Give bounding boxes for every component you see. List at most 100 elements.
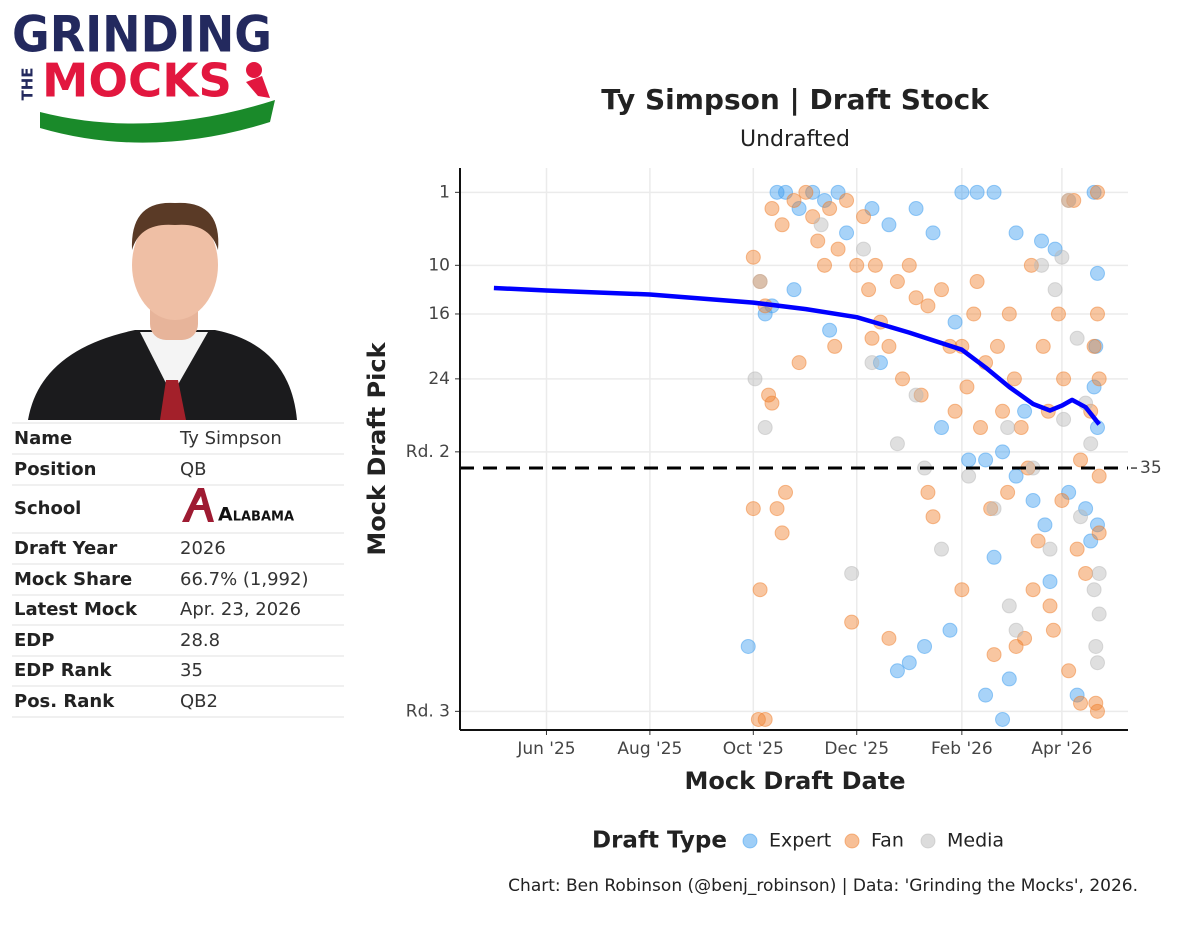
point — [901, 655, 917, 671]
point — [769, 501, 785, 517]
point — [920, 298, 936, 314]
point — [1001, 671, 1017, 687]
legend-title: Draft Type — [592, 828, 727, 854]
point — [1025, 492, 1041, 508]
point — [817, 192, 833, 208]
point — [778, 484, 794, 500]
point — [1008, 468, 1024, 484]
point — [798, 184, 814, 200]
series — [747, 192, 1107, 671]
point — [1037, 517, 1053, 533]
point — [954, 184, 970, 200]
point — [986, 647, 1002, 663]
point — [1054, 249, 1070, 265]
point — [1089, 306, 1105, 322]
point — [995, 444, 1011, 460]
point — [1091, 565, 1107, 581]
legend-swatch — [920, 833, 936, 849]
point — [817, 257, 833, 273]
point — [961, 468, 977, 484]
point — [1089, 655, 1105, 671]
trend-line — [493, 285, 1101, 426]
point — [920, 484, 936, 500]
point — [972, 420, 988, 436]
point — [856, 209, 872, 225]
card-value: 35 — [180, 660, 203, 681]
point — [786, 192, 802, 208]
point — [856, 241, 872, 257]
point — [1061, 192, 1077, 208]
x-tick-label: Aug '25 — [617, 739, 682, 759]
point — [1006, 371, 1022, 387]
photo-hair — [131, 202, 219, 250]
point — [1073, 452, 1089, 468]
photo-shirt — [140, 332, 208, 395]
y-tick-label: 16 — [428, 304, 450, 324]
point — [757, 711, 773, 727]
x-axis-title: Mock Draft Date — [684, 767, 905, 795]
logo-swoosh — [40, 100, 275, 143]
point — [1035, 338, 1051, 354]
point — [983, 501, 999, 517]
point — [978, 687, 994, 703]
card-value: QB — [180, 459, 207, 480]
reference-label: 35 — [1140, 458, 1162, 478]
x-tick-label: Jun '25 — [516, 739, 575, 759]
card-value: Ty Simpson — [179, 428, 282, 449]
logo-line3: MOCKS — [42, 54, 232, 108]
point — [934, 420, 950, 436]
point — [1073, 509, 1089, 525]
point — [791, 201, 807, 217]
point — [839, 225, 855, 241]
point — [995, 403, 1011, 419]
player-card: Name Ty Simpson Position QB School Alabama Dra… — [12, 422, 344, 718]
card-label: Draft Year — [14, 538, 117, 559]
point — [1091, 525, 1107, 541]
point — [822, 322, 838, 338]
point — [1054, 492, 1070, 508]
point — [752, 582, 768, 598]
logo-line1: GRINDING — [12, 6, 272, 64]
point — [1001, 306, 1017, 322]
point — [864, 355, 880, 371]
point — [1025, 582, 1041, 598]
point — [764, 201, 780, 217]
point — [908, 290, 924, 306]
point — [867, 257, 883, 273]
point — [969, 274, 985, 290]
point — [986, 549, 1002, 565]
point — [1089, 265, 1105, 281]
point — [1069, 687, 1085, 703]
point — [747, 371, 763, 387]
point — [864, 330, 880, 346]
point — [881, 630, 897, 646]
logo-runner — [246, 76, 270, 98]
x-tick-label: Feb '26 — [931, 739, 993, 759]
point — [1008, 622, 1024, 638]
point — [978, 452, 994, 468]
point — [839, 192, 855, 208]
point — [849, 257, 865, 273]
point — [1050, 306, 1066, 322]
y-tick-label: 1 — [439, 182, 450, 202]
point — [844, 614, 860, 630]
point — [1000, 484, 1016, 500]
point — [1083, 436, 1099, 452]
card-value: Alabama — [218, 504, 294, 526]
x-tick-label: Apr '26 — [1031, 739, 1092, 759]
card-value: 28.8 — [180, 630, 220, 651]
point — [1073, 695, 1089, 711]
photo-tie — [160, 380, 186, 420]
point — [1091, 606, 1107, 622]
point — [908, 387, 924, 403]
point — [1008, 225, 1024, 241]
card-label: School — [14, 498, 81, 519]
point — [1000, 420, 1016, 436]
point — [947, 314, 963, 330]
card-label: Mock Share — [14, 569, 132, 590]
y-tick-label: Rd. 3 — [406, 701, 450, 721]
point — [989, 338, 1005, 354]
logo-runner — [246, 62, 262, 78]
point — [791, 355, 807, 371]
